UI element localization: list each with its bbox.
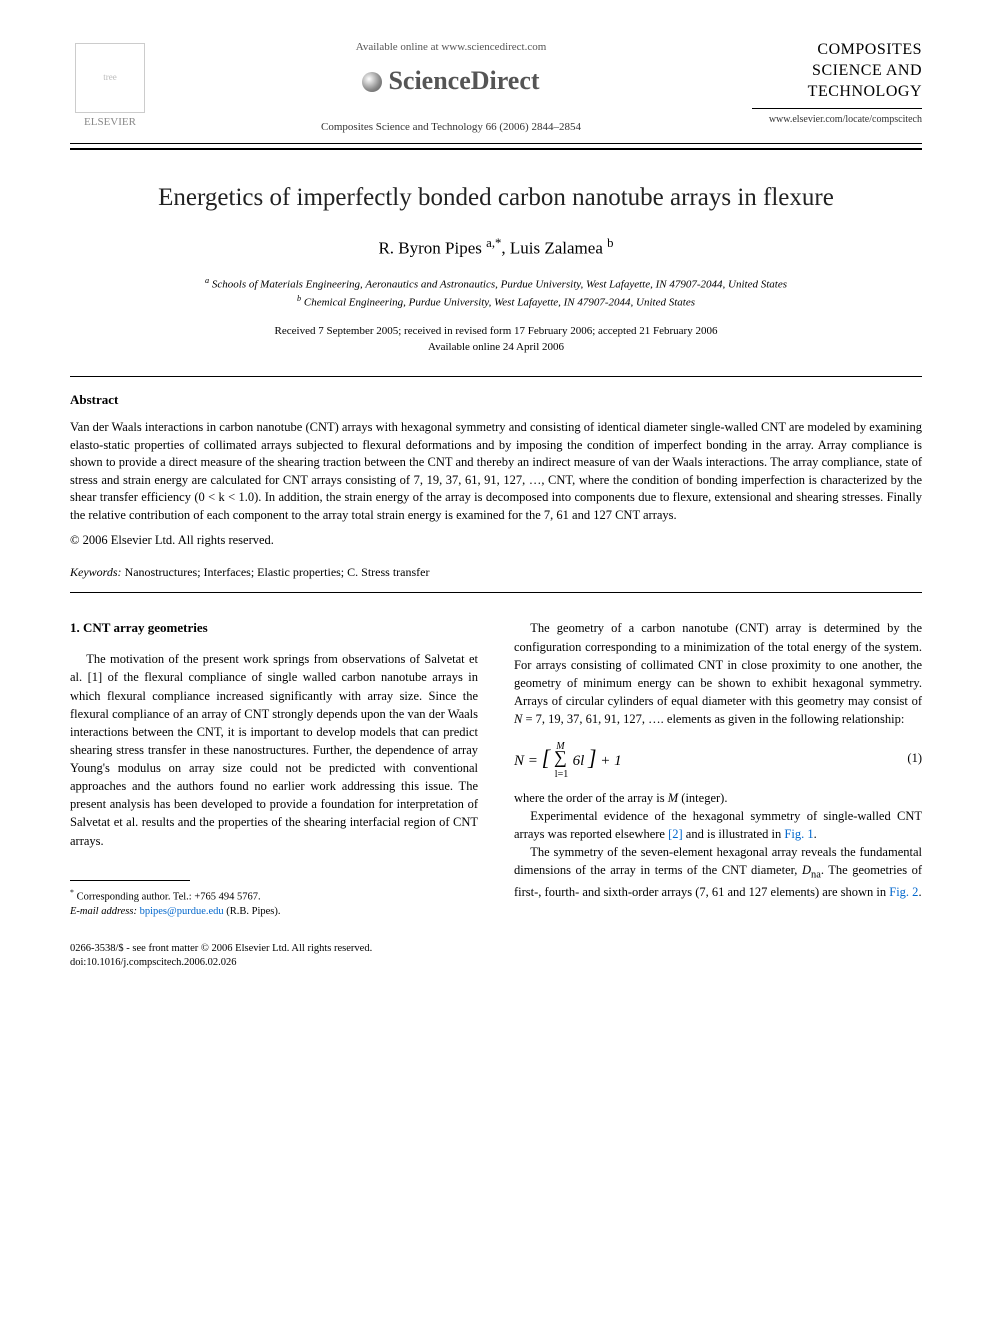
- author-2: Luis Zalamea: [510, 239, 603, 258]
- col2-p4-D: D: [802, 863, 811, 877]
- affiliation-b: Chemical Engineering, Purdue University,…: [304, 296, 695, 308]
- col2-p2-M: M: [668, 791, 678, 805]
- column-right: The geometry of a carbon nanotube (CNT) …: [514, 619, 922, 919]
- header-rule-thick: [70, 148, 922, 150]
- email-label: E-mail address:: [70, 906, 137, 917]
- equation-1-row: N = [ ∑l=1M6l ] + 1 (1): [514, 742, 922, 775]
- column-left: 1. CNT array geometries The motivation o…: [70, 619, 478, 919]
- equation-1-number: (1): [907, 749, 922, 767]
- col2-p2-b: (integer).: [678, 791, 727, 805]
- col2-p1-text-a: The geometry of a carbon nanotube (CNT) …: [514, 621, 922, 708]
- article-title: Energetics of imperfectly bonded carbon …: [70, 180, 922, 215]
- footer-front-matter: 0266-3538/$ - see front matter © 2006 El…: [70, 943, 372, 954]
- email-tail: (R.B. Pipes).: [224, 906, 281, 917]
- journal-title-line2: SCIENCE AND: [812, 62, 922, 79]
- dates-online: Available online 24 April 2006: [428, 341, 564, 353]
- eq1-upper: M: [556, 741, 564, 752]
- journal-reference: Composites Science and Technology 66 (20…: [170, 120, 732, 135]
- equation-1: N = [ ∑l=1M6l ] + 1: [514, 742, 622, 775]
- keywords-label: Keywords:: [70, 565, 122, 579]
- section-1-para-1: The motivation of the present work sprin…: [70, 650, 478, 849]
- author-1: R. Byron Pipes: [378, 239, 481, 258]
- abstract-body: Van der Waals interactions in carbon nan…: [70, 419, 922, 524]
- figure-link-2[interactable]: Fig. 2: [889, 885, 918, 899]
- journal-title-line3: TECHNOLOGY: [808, 83, 922, 100]
- footnote-rule: [70, 880, 190, 881]
- col2-para-3: Experimental evidence of the hexagonal s…: [514, 807, 922, 843]
- page-header: tree ELSEVIER Available online at www.sc…: [70, 40, 922, 135]
- col2-para-4: The symmetry of the seven-element hexago…: [514, 843, 922, 901]
- affil-a-marker: a: [205, 276, 209, 285]
- author-1-affil-marker: a,*: [486, 236, 501, 250]
- figure-link-1[interactable]: Fig. 1: [784, 827, 813, 841]
- keywords-line: Keywords: Nanostructures; Interfaces; El…: [70, 564, 922, 581]
- affiliations: a Schools of Materials Engineering, Aero…: [70, 275, 922, 311]
- publisher-name: ELSEVIER: [84, 115, 136, 130]
- publisher-logo: tree ELSEVIER: [70, 40, 150, 130]
- body-columns: 1. CNT array geometries The motivation o…: [70, 619, 922, 919]
- authors: R. Byron Pipes a,*, Luis Zalamea b: [70, 235, 922, 260]
- col2-p3-c: .: [814, 827, 817, 841]
- eq1-lower: l=1: [555, 769, 568, 780]
- article-dates: Received 7 September 2005; received in r…: [70, 323, 922, 356]
- header-rule-thin: [70, 143, 922, 144]
- elsevier-tree-icon: tree: [75, 43, 145, 113]
- footer-doi: doi:10.1016/j.compscitech.2006.02.026: [70, 957, 237, 968]
- abstract-top-rule: [70, 376, 922, 377]
- sciencedirect-globe-icon: [362, 72, 382, 92]
- author-2-affil-marker: b: [607, 236, 613, 250]
- dates-received: Received 7 September 2005; received in r…: [275, 325, 718, 337]
- keywords-values: Nanostructures; Interfaces; Elastic prop…: [122, 565, 430, 579]
- corresponding-author-footnote: * Corresponding author. Tel.: +765 494 5…: [70, 887, 478, 920]
- journal-box-rule: [752, 108, 922, 109]
- col2-para-1: The geometry of a carbon nanotube (CNT) …: [514, 619, 922, 728]
- col2-para-2: where the order of the array is M (integ…: [514, 789, 922, 807]
- col2-p2-a: where the order of the array is: [514, 791, 668, 805]
- affiliation-a: Schools of Materials Engineering, Aerona…: [212, 278, 787, 290]
- available-online-text: Available online at www.sciencedirect.co…: [170, 40, 732, 55]
- col2-p4-c: .: [918, 885, 921, 899]
- affil-b-marker: b: [297, 294, 301, 303]
- journal-title-box: COMPOSITES SCIENCE AND TECHNOLOGY www.el…: [752, 40, 922, 127]
- section-1-heading: 1. CNT array geometries: [70, 619, 478, 638]
- page-footer: 0266-3538/$ - see front matter © 2006 El…: [70, 942, 922, 971]
- abstract-heading: Abstract: [70, 391, 922, 409]
- col2-p4-Dsub: na: [811, 870, 821, 881]
- author-email[interactable]: bpipes@purdue.edu: [140, 906, 224, 917]
- abstract-copyright: © 2006 Elsevier Ltd. All rights reserved…: [70, 532, 922, 550]
- header-center: Available online at www.sciencedirect.co…: [150, 40, 752, 135]
- col2-p1-text-b: = 7, 19, 37, 61, 91, 127, …. elements as…: [522, 712, 904, 726]
- sciencedirect-text: ScienceDirect: [388, 63, 539, 99]
- sciencedirect-logo: ScienceDirect: [170, 63, 732, 99]
- section-1-para-1-text: The motivation of the present work sprin…: [70, 652, 478, 847]
- abstract-bottom-rule: [70, 592, 922, 593]
- journal-url: www.elsevier.com/locate/compscitech: [752, 113, 922, 127]
- corresponding-author-text: Corresponding author. Tel.: +765 494 576…: [74, 891, 261, 902]
- journal-title-line1: COMPOSITES: [817, 41, 922, 58]
- reference-link-2[interactable]: [2]: [668, 827, 683, 841]
- journal-title: COMPOSITES SCIENCE AND TECHNOLOGY: [752, 40, 922, 102]
- col2-p3-b: and is illustrated in: [683, 827, 785, 841]
